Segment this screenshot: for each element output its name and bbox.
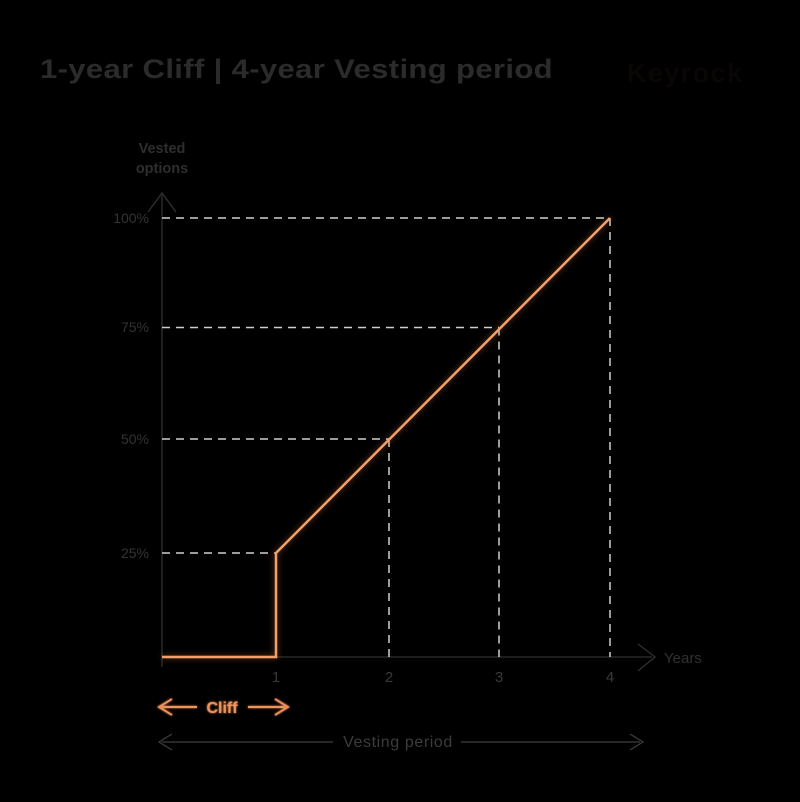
svg-text:1: 1 — [272, 669, 280, 686]
svg-text:50%: 50% — [121, 431, 149, 447]
svg-text:Years: Years — [664, 650, 702, 667]
svg-text:Vesting period: Vesting period — [343, 734, 453, 751]
svg-text:1-year Cliff | 4-year Vesting: 1-year Cliff | 4-year Vesting period — [40, 54, 553, 84]
svg-text:25%: 25% — [121, 545, 149, 561]
svg-text:4: 4 — [606, 669, 614, 686]
svg-text:Vested: Vested — [139, 141, 186, 157]
svg-text:Cliff: Cliff — [206, 700, 238, 717]
svg-text:2: 2 — [385, 669, 393, 686]
svg-text:100%: 100% — [113, 210, 149, 226]
svg-text:3: 3 — [495, 669, 503, 686]
svg-text:options: options — [136, 161, 188, 177]
svg-text:75%: 75% — [121, 319, 149, 335]
